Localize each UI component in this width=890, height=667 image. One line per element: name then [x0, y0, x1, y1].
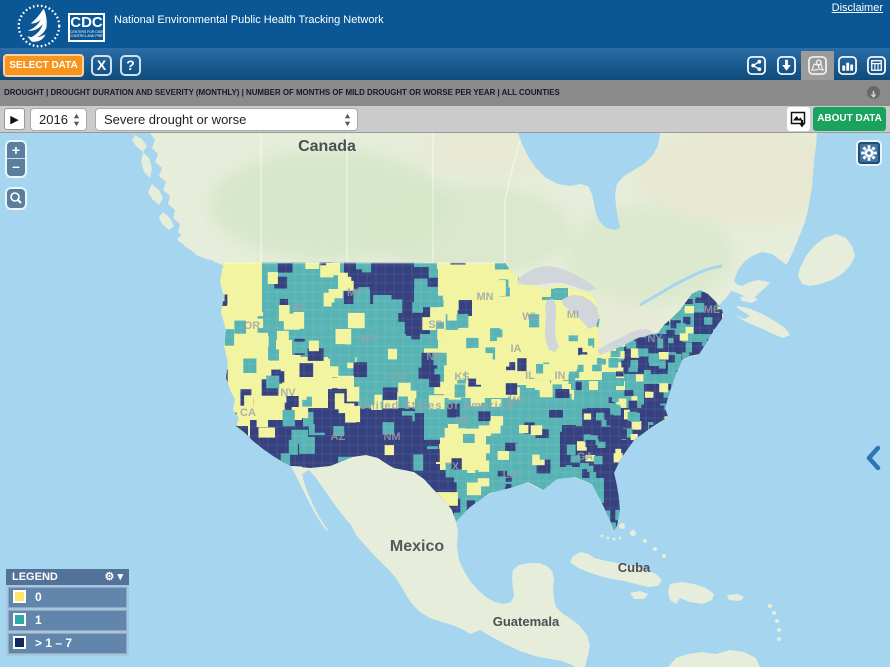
svg-text:CO: CO [390, 371, 407, 383]
svg-text:OK: OK [454, 415, 471, 427]
svg-text:GA: GA [577, 451, 594, 463]
svg-text:Canada: Canada [298, 138, 356, 155]
svg-text:Mexico: Mexico [390, 538, 444, 555]
svg-text:IA: IA [511, 343, 522, 355]
svg-text:NE: NE [426, 351, 441, 363]
svg-text:ID: ID [293, 302, 304, 314]
svg-text:WY: WY [360, 333, 378, 345]
svg-text:Guatemala: Guatemala [493, 614, 560, 629]
svg-text:ME: ME [704, 304, 721, 316]
svg-text:TX: TX [445, 461, 460, 473]
svg-text:CA: CA [240, 407, 256, 419]
svg-text:IN: IN [555, 370, 566, 382]
svg-text:NY: NY [647, 333, 663, 345]
svg-text:MT: MT [347, 287, 363, 299]
svg-text:MO: MO [507, 395, 525, 407]
svg-text:United States of America: United States of America [359, 400, 513, 412]
svg-text:OR: OR [244, 320, 261, 332]
svg-text:NV: NV [280, 387, 296, 399]
svg-text:AZ: AZ [331, 431, 346, 443]
svg-text:LA: LA [503, 469, 518, 481]
svg-text:SD: SD [428, 319, 443, 331]
svg-text:Cuba: Cuba [618, 560, 651, 575]
svg-text:KS: KS [454, 371, 469, 383]
svg-text:IL: IL [525, 370, 535, 382]
svg-text:NM: NM [383, 431, 400, 443]
svg-text:MI: MI [567, 309, 579, 321]
svg-text:MN: MN [476, 291, 493, 303]
svg-text:WI: WI [522, 311, 535, 323]
